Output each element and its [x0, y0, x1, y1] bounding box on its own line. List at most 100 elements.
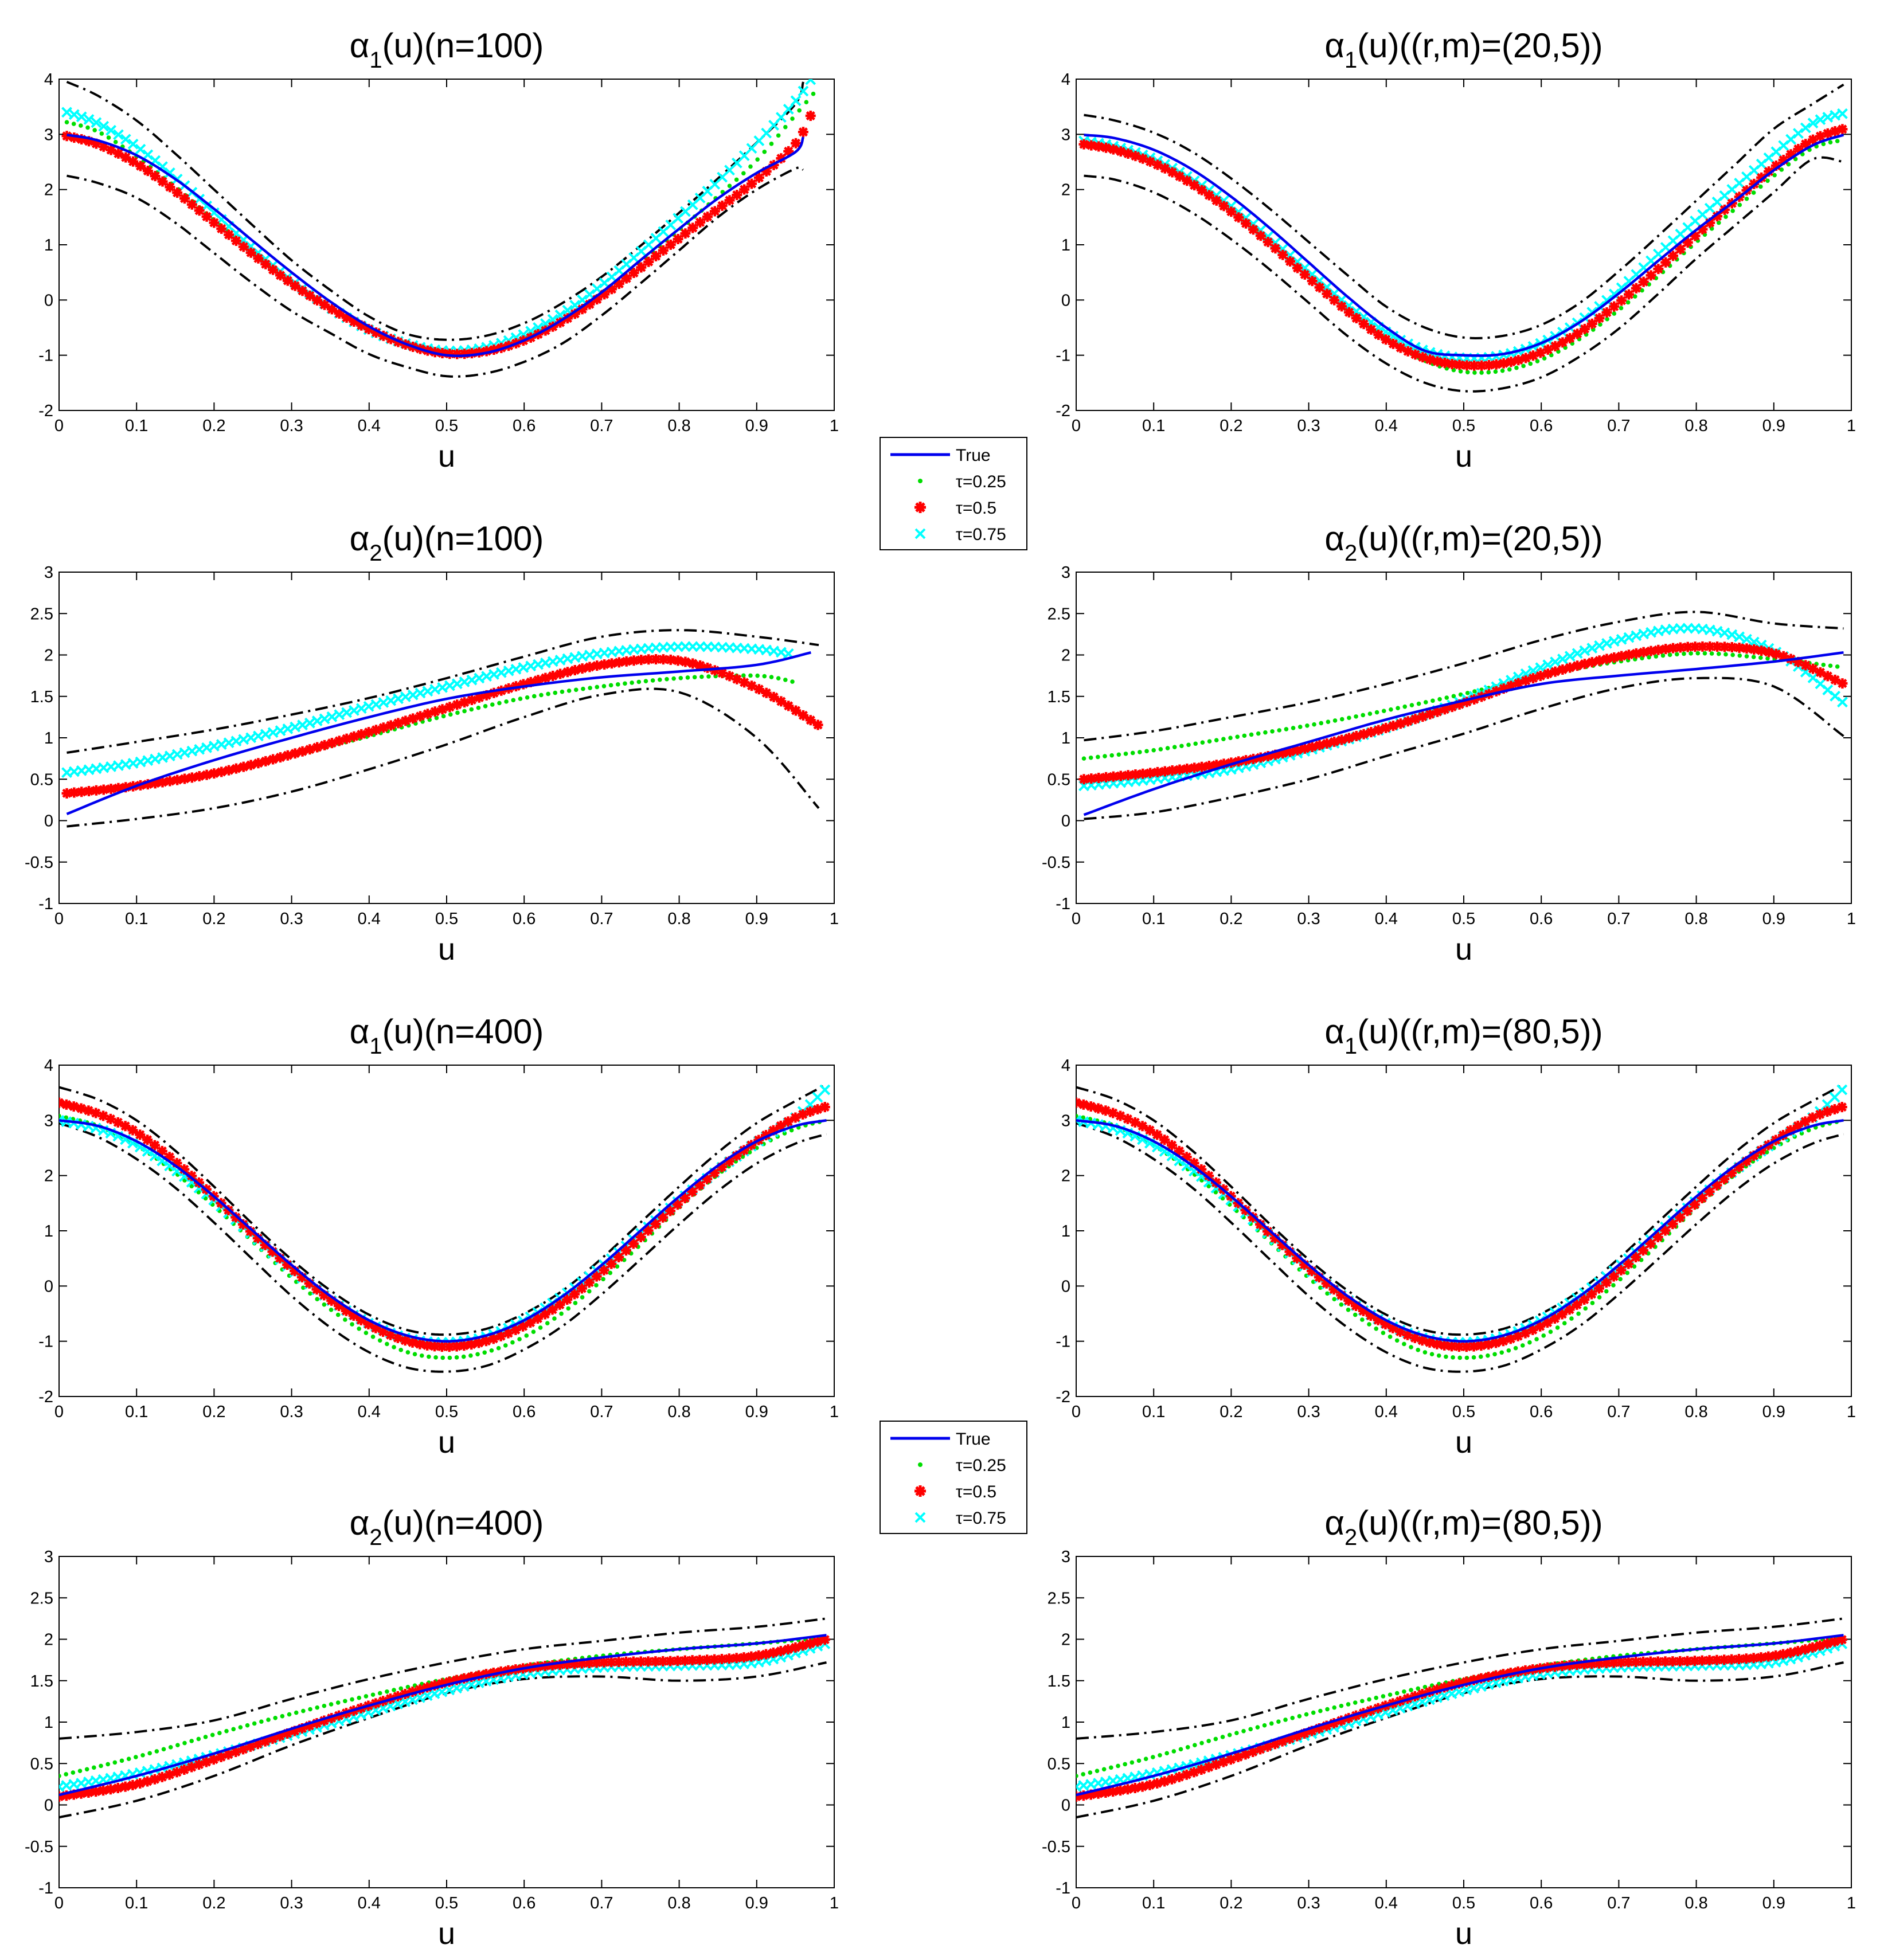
point-tau05: [1822, 671, 1833, 682]
point-tau025: [322, 1703, 327, 1708]
point-tau05: [370, 1323, 381, 1333]
point-tau075: [363, 701, 374, 712]
point-tau025: [1339, 717, 1344, 722]
series-true-line: [1076, 1119, 1844, 1343]
point-tau05: [1748, 1653, 1759, 1664]
point-tau05: [1263, 237, 1273, 248]
point-tau025: [1129, 1760, 1135, 1765]
point-tau05: [304, 1720, 315, 1731]
point-tau025: [1618, 1277, 1623, 1282]
point-tau025: [1325, 1291, 1330, 1296]
point-tau05: [702, 1173, 713, 1184]
point-tau05: [739, 184, 750, 195]
point-tau075: [444, 680, 455, 691]
point-tau05: [61, 1790, 72, 1801]
legend-label: τ=0.75: [956, 1509, 1006, 1528]
point-tau05: [805, 1638, 816, 1649]
point-tau05: [1314, 282, 1325, 293]
point-tau05: [1196, 1164, 1207, 1175]
point-tau05: [1837, 678, 1848, 689]
point-tau05: [569, 1289, 580, 1300]
x-tick-label: 0.9: [745, 910, 768, 928]
point-tau05: [1381, 722, 1392, 733]
point-tau05: [1314, 1723, 1324, 1734]
point-tau05: [1085, 1789, 1096, 1800]
point-tau075: [1748, 636, 1760, 648]
point-tau05: [1513, 678, 1524, 688]
point-tau025: [615, 682, 620, 687]
point-tau05: [488, 1333, 499, 1344]
point-tau025: [1576, 1311, 1581, 1316]
point-tau05: [577, 663, 588, 674]
point-tau05: [76, 134, 87, 145]
point-tau05: [1453, 1341, 1464, 1352]
point-tau05: [349, 316, 359, 327]
point-tau025: [1402, 1341, 1406, 1347]
point-tau025: [1492, 1352, 1497, 1357]
point-tau05: [1505, 1667, 1516, 1678]
point-tau05: [1476, 1340, 1487, 1351]
point-tau05: [1506, 357, 1516, 367]
point-tau05: [128, 156, 139, 167]
point-tau05: [68, 1101, 79, 1112]
point-tau05: [621, 273, 632, 284]
point-tau05: [599, 659, 610, 670]
point-tau05: [1756, 645, 1767, 656]
point-tau05: [591, 1657, 602, 1668]
plot-area: [1078, 83, 1848, 393]
point-tau025: [539, 693, 544, 698]
point-tau05: [1439, 1340, 1450, 1351]
point-tau05: [1425, 354, 1436, 365]
x-tick-label: 0.3: [280, 1403, 303, 1421]
legend-dot-swatch: [918, 479, 923, 483]
point-tau05: [1351, 1300, 1362, 1311]
point-tau025: [1597, 1295, 1602, 1300]
point-tau025: [1549, 353, 1554, 358]
point-tau025: [776, 133, 781, 138]
point-tau05: [1203, 1762, 1214, 1773]
point-tau025: [1116, 1763, 1120, 1769]
point-tau05: [1601, 1277, 1612, 1288]
point-tau025: [182, 1740, 187, 1746]
y-tick-label: 2: [44, 1167, 53, 1186]
point-tau05: [628, 1656, 639, 1667]
point-tau05: [466, 695, 477, 706]
x-tick-label: 1: [1847, 1403, 1856, 1421]
point-tau05: [768, 1648, 779, 1658]
x-axis-label: u: [1455, 1916, 1472, 1951]
y-tick-label: 3: [1061, 126, 1070, 144]
point-tau025: [531, 1329, 536, 1334]
point-tau05: [1284, 1246, 1295, 1257]
x-tick-label: 0.2: [1220, 1894, 1242, 1912]
point-tau05: [1498, 1669, 1508, 1680]
point-tau05: [157, 777, 168, 788]
x-tick-label: 0: [54, 417, 64, 435]
point-tau05: [1203, 190, 1214, 201]
point-tau05: [488, 687, 499, 698]
point-tau075: [385, 695, 397, 706]
point-tau05: [1123, 148, 1134, 159]
point-tau05: [1800, 1116, 1811, 1127]
title-rest: (u)(n=400): [382, 1012, 544, 1051]
point-tau05: [1218, 758, 1229, 769]
point-tau075: [1815, 114, 1826, 126]
plot-title: α1(u)(n=100): [350, 26, 544, 73]
point-tau075: [429, 684, 441, 695]
point-tau025: [189, 1184, 194, 1189]
point-tau025: [706, 674, 711, 679]
x-tick-label: 0.4: [358, 910, 381, 928]
plot-title: α2(u)((r,m)=(20,5)): [1324, 519, 1603, 566]
point-tau05: [761, 1649, 772, 1660]
point-tau025: [126, 1756, 131, 1762]
point-tau025: [287, 1712, 292, 1717]
point-tau05: [1086, 773, 1097, 784]
point-tau05: [334, 736, 345, 746]
point-tau025: [1332, 1705, 1337, 1710]
point-tau025: [811, 91, 816, 96]
point-tau025: [419, 1353, 424, 1358]
point-tau05: [1328, 1284, 1339, 1295]
point-tau075: [407, 689, 419, 701]
point-tau05: [1152, 159, 1163, 170]
point-tau05: [569, 665, 580, 676]
point-tau075: [1527, 665, 1539, 676]
